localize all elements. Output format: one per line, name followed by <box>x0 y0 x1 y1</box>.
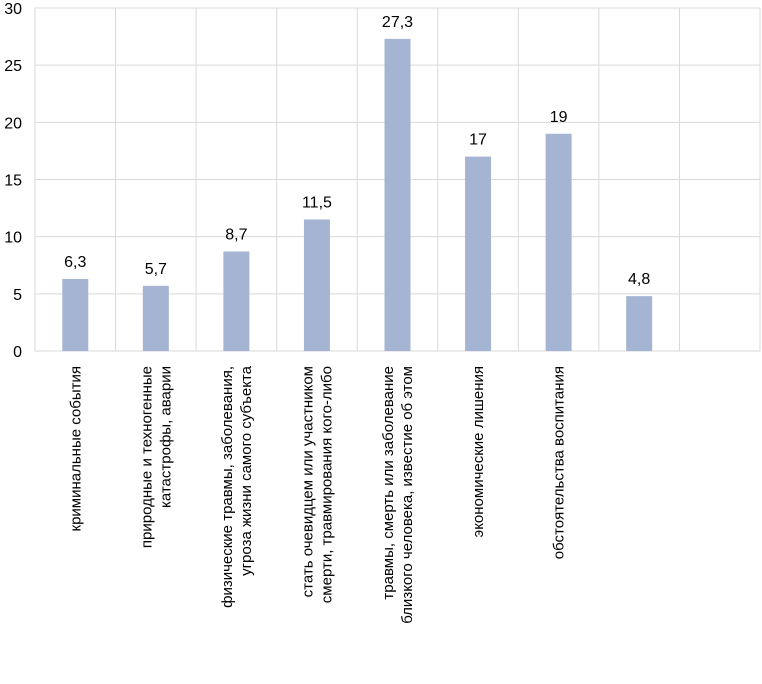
x-tick-label: близкого человека, известие об этом <box>399 366 416 624</box>
bar <box>303 219 330 351</box>
y-tick-label: 20 <box>4 115 22 132</box>
y-tick-label: 15 <box>4 173 22 190</box>
bar <box>62 278 89 351</box>
x-tick-label: угроза жизни самого субъекта <box>238 365 255 576</box>
value-labels: 6,3 5,7 8,7 11,5 27,3 17 19 4,8 <box>64 14 650 288</box>
bar <box>545 133 572 351</box>
y-tick-label: 0 <box>13 344 22 361</box>
y-tick-label: 30 <box>4 1 22 18</box>
x-tick-label: обстоятельства воспитания <box>551 366 568 559</box>
x-tick-label: природные и техногенные <box>138 366 155 548</box>
bar <box>465 156 492 351</box>
x-tick-label: травмы, смерть или заболевание <box>380 366 397 600</box>
y-tick-label: 5 <box>13 287 22 304</box>
x-tick-label: катастрофы, аварии <box>157 366 174 508</box>
bar <box>384 38 411 352</box>
x-tick-label: смерти, травмирования кого-либо <box>318 366 335 603</box>
data-label: 6,3 <box>64 254 86 271</box>
data-label: 5,7 <box>145 261 167 278</box>
x-tick-label: криминальные события <box>67 366 84 532</box>
x-tick-label: стать очевидцем или участником <box>299 366 316 597</box>
bars <box>62 38 653 352</box>
data-label: 11,5 <box>302 195 332 212</box>
bar <box>223 251 250 351</box>
data-label: 4,8 <box>628 271 650 288</box>
data-label: 27,3 <box>382 14 413 31</box>
y-axis-ticks: 0 5 10 15 20 25 30 <box>4 1 22 361</box>
category-labels: криминальные события природные и техноген… <box>67 365 567 623</box>
data-label: 19 <box>550 109 568 126</box>
y-tick-label: 25 <box>4 58 22 75</box>
x-tick-label: экономические лишения <box>470 366 487 537</box>
y-tick-label: 10 <box>4 230 22 247</box>
x-tick-label: физические травмы, заболевания, <box>219 366 236 608</box>
bar <box>142 285 169 351</box>
bar <box>626 296 653 351</box>
data-label: 8,7 <box>225 227 247 244</box>
data-label: 17 <box>469 132 487 149</box>
